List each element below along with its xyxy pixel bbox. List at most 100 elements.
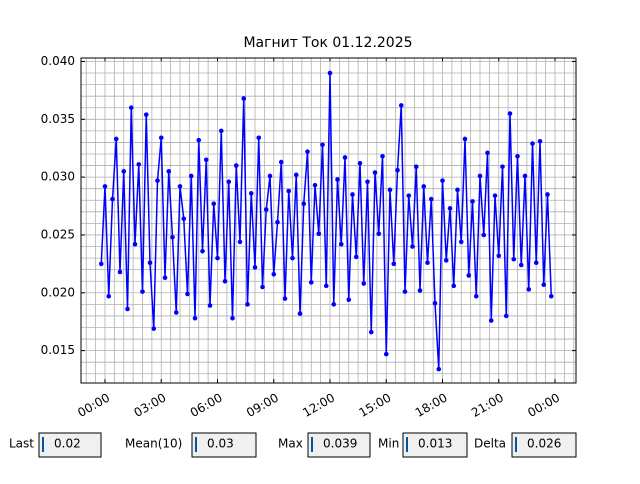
data-point — [458, 239, 464, 245]
data-point — [297, 311, 303, 316]
data-point — [365, 179, 370, 185]
data-point — [237, 239, 243, 245]
data-point — [147, 260, 153, 266]
data-point — [286, 188, 292, 194]
data-point — [481, 232, 487, 238]
data-point — [395, 167, 400, 173]
data-point — [173, 310, 179, 315]
data-point — [488, 318, 494, 323]
data-point — [391, 261, 397, 267]
data-point — [350, 192, 355, 197]
data-point — [361, 281, 367, 286]
data-point — [511, 256, 517, 262]
data-point — [98, 261, 104, 267]
data-point — [346, 297, 352, 303]
data-point — [256, 135, 262, 141]
y-tick-label: 0.030 — [41, 170, 75, 184]
data-point — [503, 313, 509, 319]
data-point — [248, 191, 254, 196]
data-point — [125, 306, 130, 312]
data-point — [515, 154, 520, 159]
y-tick-label: 0.015 — [41, 343, 75, 357]
data-point — [305, 149, 310, 154]
data-point — [518, 262, 524, 268]
stat-value: 0.026 — [527, 437, 561, 451]
data-point — [368, 329, 374, 335]
data-point — [541, 282, 547, 287]
data-point — [185, 291, 190, 297]
data-point — [421, 184, 427, 189]
data-point — [293, 172, 299, 178]
data-point — [316, 231, 322, 237]
data-point — [110, 196, 115, 202]
data-point — [151, 326, 157, 331]
data-point — [170, 234, 175, 240]
data-point — [357, 160, 363, 166]
data-point — [447, 206, 453, 211]
data-point — [117, 269, 123, 275]
data-point — [275, 219, 280, 225]
y-tick-label: 0.040 — [41, 54, 75, 68]
data-point — [282, 296, 288, 301]
data-point — [432, 300, 438, 306]
data-point — [121, 169, 127, 174]
data-point — [143, 112, 149, 117]
y-tick-label: 0.035 — [41, 112, 75, 126]
data-point — [327, 70, 333, 76]
stat-box — [38, 432, 102, 458]
data-point — [522, 173, 528, 179]
data-point — [241, 96, 247, 101]
stat-box — [191, 432, 257, 458]
data-point — [113, 136, 119, 142]
data-point — [436, 366, 442, 372]
data-point — [380, 154, 385, 159]
data-point — [203, 157, 209, 163]
data-point — [406, 193, 412, 198]
data-point — [320, 142, 325, 148]
data-point — [192, 315, 198, 321]
data-point — [230, 315, 235, 321]
stat-value: 0.013 — [418, 437, 452, 451]
data-point — [342, 155, 348, 160]
data-point — [376, 231, 382, 237]
data-point — [155, 178, 160, 183]
data-point — [398, 103, 404, 108]
data-point — [211, 201, 217, 207]
data-point — [106, 293, 112, 299]
stat-label: Max — [278, 437, 303, 451]
data-point — [166, 169, 172, 174]
data-point — [477, 173, 483, 179]
data-point — [413, 164, 419, 170]
data-point — [507, 111, 513, 116]
data-point — [226, 179, 232, 185]
data-point — [252, 265, 258, 270]
data-point — [245, 302, 250, 307]
stat-value: 0.02 — [54, 437, 81, 451]
stat-box — [307, 432, 371, 458]
data-point — [102, 184, 108, 189]
data-point — [537, 138, 543, 144]
data-point — [323, 283, 329, 289]
data-point — [533, 260, 539, 266]
data-point — [331, 302, 337, 307]
data-point — [196, 137, 202, 143]
data-point — [466, 273, 472, 278]
data-point — [207, 303, 213, 308]
data-point — [271, 271, 277, 277]
stat-label: Delta — [474, 437, 506, 451]
data-point — [290, 255, 295, 261]
data-point — [473, 293, 479, 299]
stat-label: Mean(10) — [125, 437, 182, 451]
data-point — [260, 284, 265, 290]
data-point — [410, 244, 415, 249]
data-point — [548, 293, 554, 299]
plot-frame — [80, 57, 577, 384]
data-point — [455, 187, 460, 193]
data-point — [496, 253, 502, 259]
data-point — [492, 193, 498, 198]
y-tick-label: 0.025 — [41, 227, 75, 241]
data-point — [301, 201, 307, 207]
data-point — [387, 187, 393, 193]
data-point — [440, 178, 445, 183]
data-point — [128, 105, 134, 111]
